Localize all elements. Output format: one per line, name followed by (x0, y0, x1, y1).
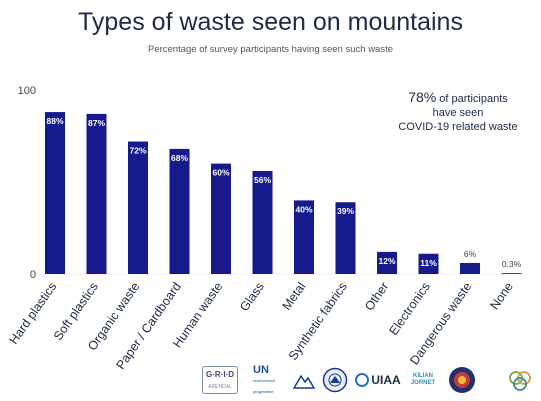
bar (45, 112, 65, 274)
x-category-label: Electronics (386, 280, 433, 338)
bar (501, 273, 522, 274)
kilian-jornet-logo: KILIAN JORNET (405, 366, 441, 394)
bar-value-label: 60% (212, 168, 229, 178)
bar-value-label: 68% (171, 153, 188, 163)
rings-logo-icon (505, 366, 535, 394)
grid-arendal-logo: G·R·I·D ARENDAL (195, 366, 245, 394)
bar (335, 202, 356, 274)
callout-line1: of participants (436, 93, 508, 105)
bar-value-label: 87% (88, 118, 105, 128)
unep-logo-sub: environment programme (253, 377, 276, 394)
bar (294, 200, 314, 274)
uiaa-logo: UIAA (355, 366, 401, 394)
x-category-label: Hard plastics (7, 280, 60, 347)
bar-value-label: 72% (129, 146, 146, 156)
unep-logo: UN environment programme (253, 363, 289, 394)
covid-callout: 78% of participants have seen COVID-19 r… (388, 90, 528, 134)
x-category-label: Glass (237, 280, 267, 314)
bar-value-label: 88% (46, 116, 63, 126)
x-category-label: Metal (279, 280, 308, 313)
bar (211, 163, 231, 274)
callout-line2: have seen (432, 107, 484, 119)
partner-logos: G·R·I·D ARENDAL UN environment programme… (195, 363, 541, 398)
bar-value-label: 39% (337, 206, 354, 216)
bar (252, 170, 273, 274)
x-category-label: Other (362, 280, 391, 314)
callout-line3: COVID-19 related waste (398, 121, 518, 133)
bar-value-label: 56% (254, 175, 271, 185)
bar (169, 148, 190, 274)
bar (460, 262, 480, 274)
bar (377, 251, 397, 274)
uiaa-logo-text: UIAA (371, 373, 401, 387)
y-tick-label: 0 (30, 269, 36, 281)
callout-value: 78% (408, 89, 437, 105)
uiaa-emblem-icon (355, 373, 370, 387)
bar-value-label: 6% (464, 249, 477, 259)
grid-logo-sub: ARENDAL (208, 384, 232, 390)
bar-value-label: 0.3% (502, 259, 522, 269)
unep-logo-text: UN (253, 363, 269, 376)
bar-value-label: 12% (378, 256, 395, 266)
x-category-label: None (487, 280, 516, 313)
y-tick-label: 100 (18, 85, 36, 97)
bar-value-label: 40% (295, 204, 312, 214)
bar (128, 141, 148, 274)
chart-subtitle: Percentage of survey participants having… (147, 44, 394, 55)
mountain-icon (293, 366, 315, 394)
round-seal-icon (447, 366, 477, 394)
chart-title: Types of waste seen on mountains (78, 8, 463, 36)
bar-value-label: 11% (420, 258, 437, 268)
bar (86, 113, 107, 274)
seal-logo-icon (321, 366, 349, 394)
kilian-logo-text: KILIAN JORNET (410, 373, 436, 386)
grid-logo-text: G·R·I·D (206, 370, 234, 379)
bar (418, 253, 439, 274)
